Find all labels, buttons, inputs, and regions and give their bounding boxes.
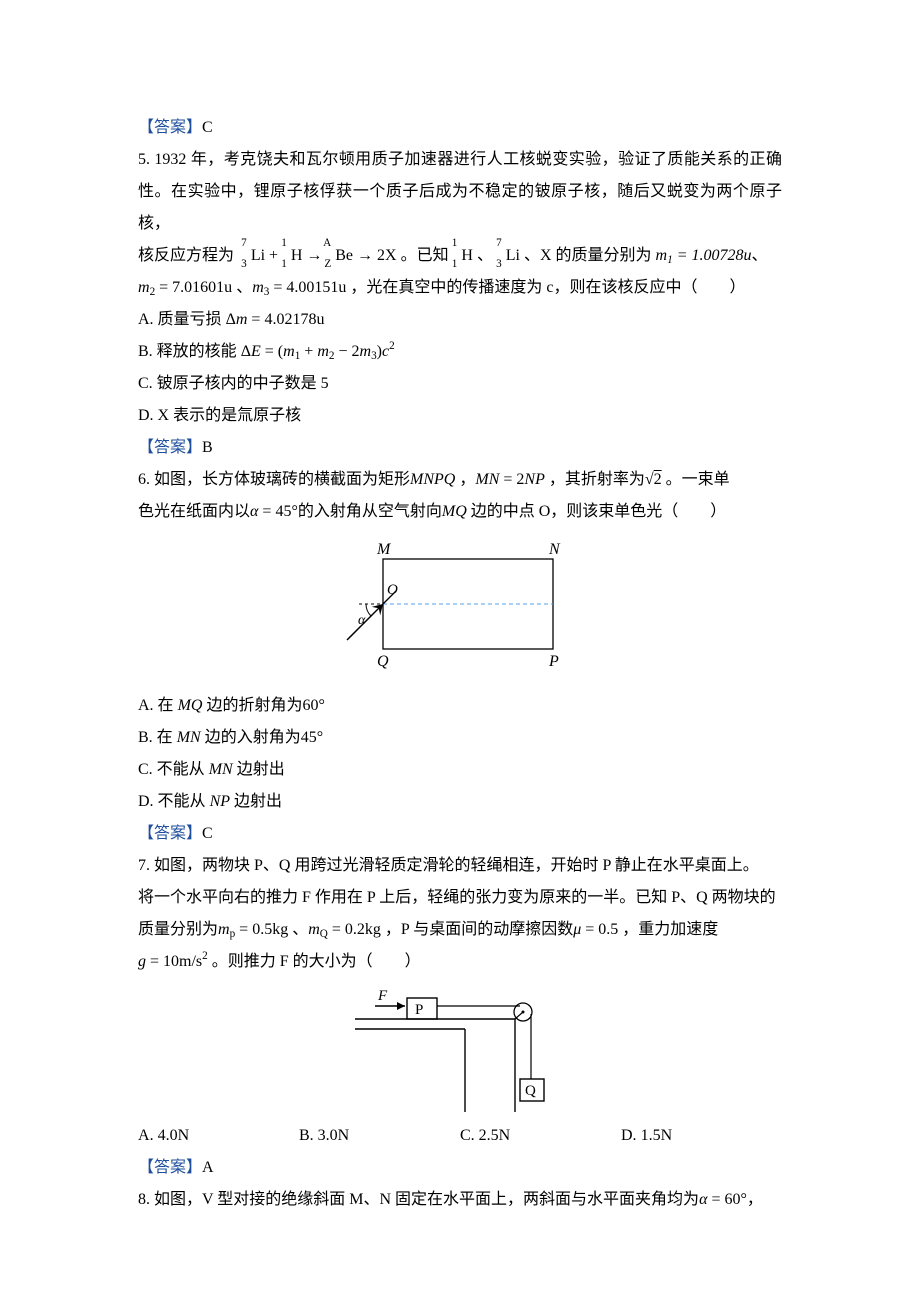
svg-text:P: P [415,1002,423,1018]
q6-stem-line2: 色光在纸面内以α = 45°的入射角从空气射向MQ 边的中点 O，则该束单色光（… [138,496,782,528]
m1: m1 = 1.00728u [656,247,752,264]
q5-stem2b: 。已知 [397,247,449,264]
q7-opt-d: D. 1.5N [621,1120,782,1152]
answer-label: 【答案】 [138,119,202,136]
q5-opt-a: A. 质量亏损 Δm = 4.02178u [138,304,782,336]
nuclide-li2: 73Li [493,240,520,272]
svg-text:P: P [548,653,559,670]
q5-stem-line1: 5. 1932 年，考克饶夫和瓦尔顿用质子加速器进行人工核蜕变实验，验证了质能关… [138,144,782,240]
nuclide-be: AZBe [322,240,353,272]
q4-answer-line: 【答案】C [138,112,782,144]
q6-opt-b: B. 在 MN 边的入射角为45° [138,722,782,754]
q5-stem-line3: m2 = 7.01601u 、m3 = 4.00151u ，光在真空中的传播速度… [138,272,782,304]
q7-opts: A. 4.0N B. 3.0N C. 2.5N D. 1.5N [138,1120,782,1152]
m3: m3 = 4.00151u [252,279,346,296]
svg-text:α: α [358,613,366,628]
q6-svg: M N Q P O α [333,534,588,684]
answer-label: 【答案】 [138,1159,202,1176]
answer-label: 【答案】 [138,439,202,456]
q5-opt-b: B. 释放的核能 ΔE = (m1 + m2 − 2m3)c2 [138,336,782,368]
q5-opt-d: D. X 表示的是氚原子核 [138,400,782,432]
q7-answer: A [202,1159,214,1176]
q7-options-row: A. 4.0N B. 3.0N C. 2.5N D. 1.5N [138,1120,782,1152]
q5-answer: B [202,439,213,456]
q7-answer-line: 【答案】A [138,1152,782,1184]
q7-stem-line4: g = 10m/s2 。则推力 F 的大小为（ ） [138,946,782,978]
q5-stem2a: 核反应方程为 [138,247,234,264]
svg-text:O: O [387,582,398,598]
svg-text:Q: Q [377,653,389,670]
nuclide-li: 73Li [238,240,265,272]
q6-diagram: M N Q P O α [138,534,782,684]
q7-opt-b: B. 3.0N [299,1120,460,1152]
q8-stem-line1: 8. 如图，V 型对接的绝缘斜面 M、N 固定在水平面上，两斜面与水平面夹角均为… [138,1184,782,1216]
q7-svg: P F Q [345,984,575,1114]
q6-answer: C [202,825,213,842]
q7-diagram: P F Q [138,984,782,1114]
q5-answer-line: 【答案】B [138,432,782,464]
q7-stem-line2: 将一个水平向右的推力 F 作用在 P 上后，轻绳的张力变为原来的一半。已知 P、… [138,882,782,914]
nuclide-h2: 11H [449,240,473,272]
answer-label: 【答案】 [138,825,202,842]
q7-opt-c: C. 2.5N [460,1120,621,1152]
q7-stem-line1: 7. 如图，两物块 P、Q 用跨过光滑轻质定滑轮的轻绳相连，开始时 P 静止在水… [138,850,782,882]
nuclide-h: 11H [278,240,302,272]
svg-text:F: F [377,988,388,1004]
q6-opt-d: D. 不能从 NP 边射出 [138,786,782,818]
exam-page: 【答案】C 5. 1932 年，考克饶夫和瓦尔顿用质子加速器进行人工核蜕变实验，… [0,0,920,1276]
q7-opt-a: A. 4.0N [138,1120,299,1152]
q6-stem-line1: 6. 如图，长方体玻璃砖的横截面为矩形MNPQ ，MN = 2NP ，其折射率为… [138,464,782,496]
svg-text:M: M [376,541,392,558]
q5-opt-c: C. 铍原子核内的中子数是 5 [138,368,782,400]
q4-answer: C [202,119,213,136]
svg-text:Q: Q [525,1083,536,1099]
q6-opt-c: C. 不能从 MN 边射出 [138,754,782,786]
svg-text:N: N [548,541,561,558]
q6-answer-line: 【答案】C [138,818,782,850]
q7-stem-line3: 质量分别为mp = 0.5kg 、mQ = 0.2kg ，P 与桌面间的动摩擦因… [138,914,782,946]
m2: m2 = 7.01601u [138,279,232,296]
q5-stem-line2: 核反应方程为 73Li +11H →AZBe → 2X 。已知11H 、73Li… [138,240,782,272]
q6-opt-a: A. 在 MQ 边的折射角为60° [138,690,782,722]
